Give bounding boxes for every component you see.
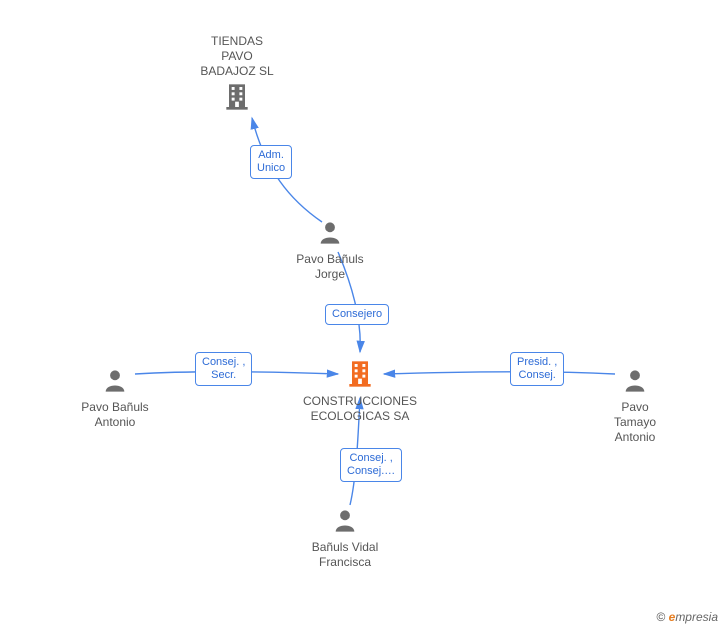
node-label: Pavo Tamayo Antonio [575, 400, 695, 445]
node-label: Bañuls Vidal Francisca [285, 540, 405, 570]
node-company_center[interactable]: CONSTRUCCIONES ECOLOGICAS SA [300, 356, 420, 424]
brand-rest: mpresia [675, 610, 718, 624]
edge-label-person_left-company_center: Consej. , Secr. [195, 352, 252, 386]
person-icon [621, 366, 649, 394]
edge-label-person_right-company_center: Presid. , Consej. [510, 352, 564, 386]
diagram-canvas: TIENDAS PAVO BADAJOZ SL Pavo Bañuls Jorg… [0, 0, 728, 630]
node-label: CONSTRUCCIONES ECOLOGICAS SA [300, 394, 420, 424]
node-label: Pavo Bañuls Jorge [270, 252, 390, 282]
edge-label-person_bottom-company_center: Consej. , Consej.… [340, 448, 402, 482]
building-icon [344, 356, 376, 388]
copyright: © empresia [656, 610, 718, 624]
node-label: Pavo Bañuls Antonio [55, 400, 175, 430]
node-label: TIENDAS PAVO BADAJOZ SL [177, 34, 297, 79]
person-icon [101, 366, 129, 394]
node-company_top[interactable]: TIENDAS PAVO BADAJOZ SL [177, 32, 297, 115]
building-icon [221, 79, 253, 111]
node-person_bottom[interactable]: Bañuls Vidal Francisca [285, 506, 405, 570]
edge-label-person_top-company_top: Adm. Unico [250, 145, 292, 179]
copyright-symbol: © [656, 610, 665, 624]
node-person_left[interactable]: Pavo Bañuls Antonio [55, 366, 175, 430]
person-icon [316, 218, 344, 246]
node-person_top[interactable]: Pavo Bañuls Jorge [270, 218, 390, 282]
person-icon [331, 506, 359, 534]
node-person_right[interactable]: Pavo Tamayo Antonio [575, 366, 695, 445]
edge-label-person_top-company_center: Consejero [325, 304, 389, 325]
